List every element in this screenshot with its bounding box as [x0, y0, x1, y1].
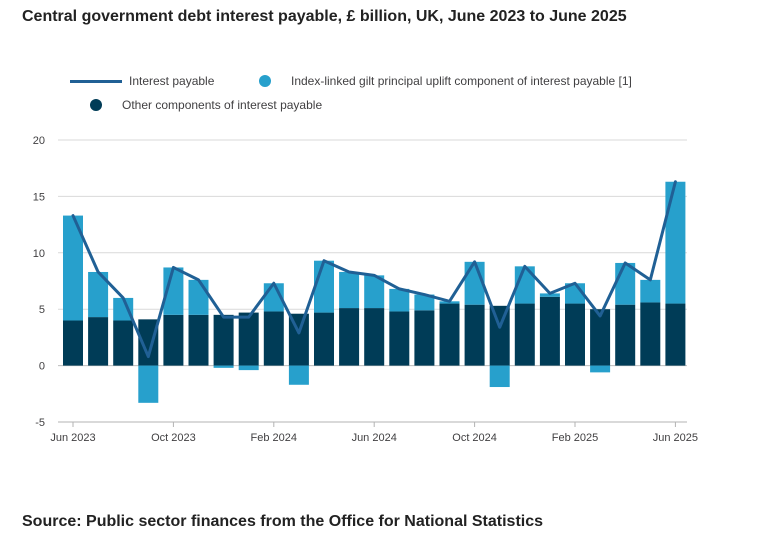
bar-uplift	[590, 365, 611, 373]
bar-other	[63, 320, 83, 366]
bar-other	[213, 314, 234, 366]
bar-other	[640, 302, 661, 366]
bar-uplift	[138, 365, 159, 403]
bar-other	[339, 308, 360, 366]
x-tick-label: Oct 2023	[151, 432, 196, 444]
bar-uplift	[640, 279, 661, 303]
bar-uplift	[389, 288, 410, 312]
source-note: Source: Public sector finances from the …	[22, 513, 544, 530]
interest-payable-line	[71, 180, 677, 359]
bar-other	[188, 314, 209, 366]
bar-uplift	[213, 365, 234, 368]
y-tick-label: 5	[39, 304, 45, 316]
bar-uplift	[88, 271, 109, 318]
legend-item-uplift: Index-linked gilt principal uplift compo…	[259, 74, 632, 88]
bar-other	[489, 305, 510, 366]
bar-uplift	[489, 365, 510, 388]
legend-label-other: Other components of interest payable	[122, 98, 323, 112]
bars-uplift-component	[63, 181, 686, 403]
bar-other	[514, 303, 535, 366]
bar-other	[615, 304, 636, 366]
x-tick-label: Jun 2025	[653, 432, 698, 444]
bar-other	[314, 312, 334, 366]
bar-uplift	[364, 275, 385, 309]
bar-other	[665, 303, 686, 366]
bar-uplift	[665, 181, 686, 304]
legend-line-swatch	[70, 79, 122, 83]
bar-uplift	[238, 365, 259, 371]
interest-payable-line-layer	[71, 180, 677, 359]
legend-label-uplift: Index-linked gilt principal uplift compo…	[291, 74, 632, 88]
bar-uplift	[539, 293, 560, 297]
bar-other	[238, 312, 259, 366]
bar-uplift	[314, 260, 334, 313]
legend-label-interest-payable: Interest payable	[129, 74, 215, 88]
y-axis: -5 0 5 10 15 20	[33, 135, 45, 429]
bar-uplift	[188, 279, 209, 315]
bar-other	[263, 311, 284, 366]
bar-uplift	[414, 294, 435, 311]
x-tick-label: Oct 2024	[452, 432, 497, 444]
bar-other	[565, 303, 585, 366]
bar-uplift	[339, 271, 360, 309]
y-tick-label: 15	[33, 191, 45, 203]
bar-other	[163, 314, 184, 366]
bar-other	[88, 317, 109, 366]
bar-other	[439, 303, 460, 366]
bar-uplift	[288, 365, 309, 385]
bar-uplift	[163, 267, 184, 315]
bar-uplift	[113, 297, 134, 321]
bar-other	[539, 296, 560, 366]
legend-dot-swatch-other	[90, 99, 102, 111]
chart-title: Central government debt interest payable…	[22, 8, 627, 25]
x-tick-label: Feb 2025	[552, 432, 598, 444]
y-tick-label: 20	[33, 135, 45, 147]
y-tick-label: -5	[35, 417, 45, 429]
y-tick-label: 0	[39, 361, 45, 373]
bars-other-components	[63, 296, 686, 366]
bar-other	[113, 320, 134, 366]
bar-other	[288, 313, 309, 366]
legend-item-interest-payable: Interest payable	[70, 74, 214, 88]
bar-uplift	[63, 215, 83, 321]
x-tick-label: Jun 2024	[352, 432, 397, 444]
bar-other	[414, 310, 435, 366]
bar-other	[389, 311, 410, 366]
x-axis: Jun 2023 Oct 2023 Feb 2024 Jun 2024 Oct 2024…	[50, 421, 698, 444]
x-tick-label: Feb 2024	[251, 432, 297, 444]
y-tick-label: 10	[33, 248, 45, 260]
legend-dot-swatch-uplift	[259, 75, 271, 87]
x-tick-label: Jun 2023	[50, 432, 95, 444]
bar-other	[138, 319, 159, 366]
bar-other	[364, 308, 385, 366]
legend-item-other: Other components of interest payable	[90, 98, 322, 112]
bar-other	[590, 309, 611, 366]
bar-other	[464, 304, 485, 366]
